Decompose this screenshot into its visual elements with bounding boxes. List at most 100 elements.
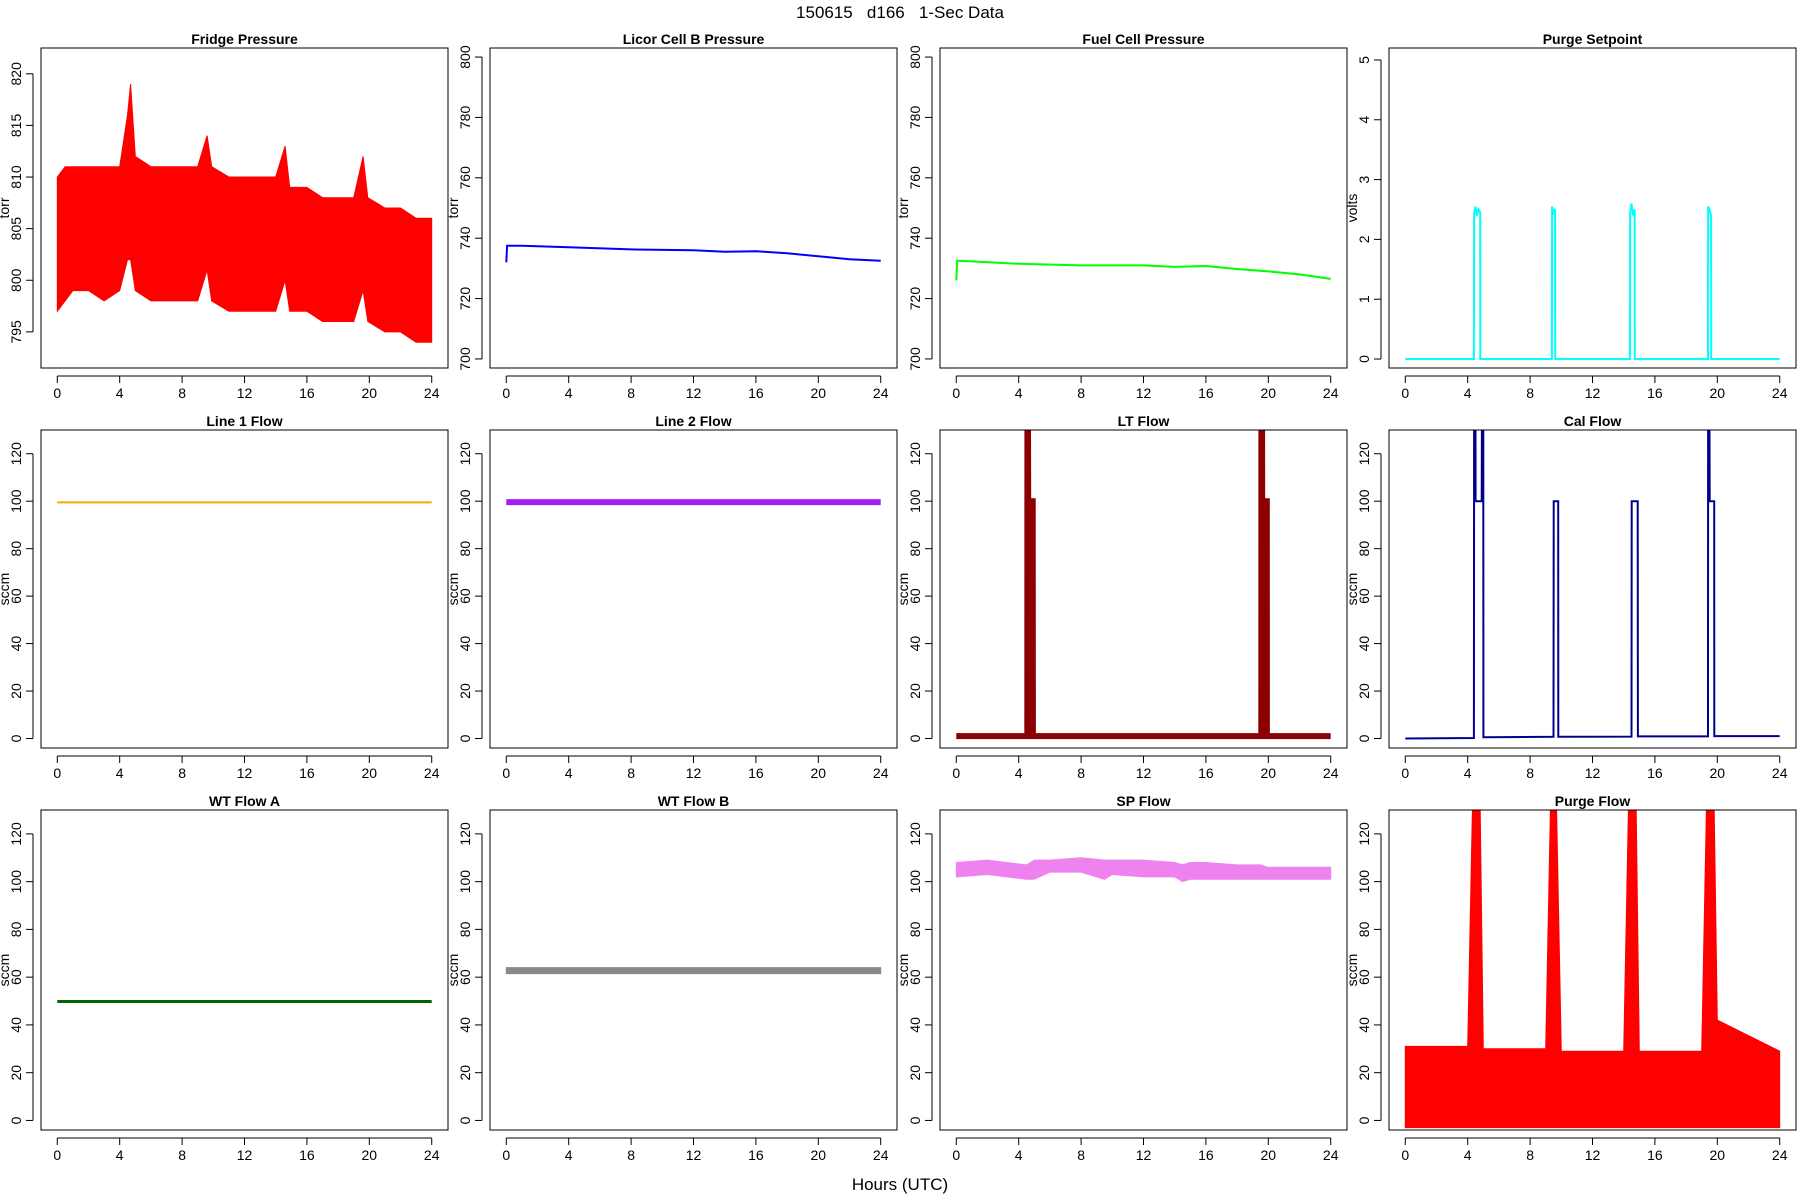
x-tick-label: 24	[424, 1147, 440, 1163]
figure-xlabel: Hours (UTC)	[852, 1175, 948, 1194]
x-tick-label: 12	[1585, 385, 1601, 401]
y-axis-label: volts	[1344, 194, 1360, 223]
x-tick-label: 4	[116, 765, 124, 781]
x-axis: 0 4 8 12 16 20 24	[53, 375, 440, 401]
x-tick-label: 0	[502, 385, 510, 401]
y-tick-label: 0	[1356, 1116, 1372, 1124]
y-tick-label: 40	[8, 1017, 24, 1033]
y-tick-label: 20	[457, 683, 473, 699]
y-tick-label: 820	[8, 62, 24, 86]
y-tick-label: 0	[8, 734, 24, 742]
y-axis-label: torr	[445, 197, 461, 218]
panel-title: LT Flow	[1118, 413, 1170, 429]
x-tick-label: 20	[362, 765, 378, 781]
x-tick-label: 12	[1136, 765, 1152, 781]
y-tick-label: 40	[1356, 1017, 1372, 1033]
x-tick-label: 4	[565, 765, 573, 781]
x-tick-label: 24	[873, 1147, 889, 1163]
panel-title: Purge Setpoint	[1543, 31, 1643, 47]
x-tick-label: 4	[1464, 765, 1472, 781]
plot-frame	[1388, 47, 1797, 369]
y-tick-label: 60	[1356, 588, 1372, 604]
y-tick-label: 0	[457, 734, 473, 742]
figure-title: 150615 d166 1-Sec Data	[796, 3, 1004, 22]
x-tick-label: 16	[299, 1147, 315, 1163]
y-tick-label: 780	[907, 106, 923, 130]
plot-frame	[40, 47, 449, 369]
y-tick-label: 100	[8, 489, 24, 513]
x-tick-label: 0	[952, 1147, 960, 1163]
y-tick-label: 740	[907, 226, 923, 250]
x-tick-label: 4	[565, 385, 573, 401]
x-tick-label: 20	[811, 1147, 827, 1163]
panel-title: SP Flow	[1116, 793, 1170, 809]
x-tick-label: 20	[362, 1147, 378, 1163]
y-axis-label: sccm	[1344, 573, 1360, 606]
y-axis: 0 20 40 60 80 100 120	[1356, 822, 1382, 1124]
x-tick-label: 16	[1198, 385, 1214, 401]
series-line	[1405, 203, 1780, 360]
panel-7: Cal Flow 0 4 8 12 16 20 24 0 20 40 60 80 100 120 sccm	[1344, 413, 1797, 781]
panel-title: WT Flow A	[209, 793, 280, 809]
x-tick-label: 20	[1710, 385, 1726, 401]
y-axis: 795 800 805 810 815 820	[8, 62, 34, 344]
y-tick-label: 40	[8, 636, 24, 652]
x-axis: 0 4 8 12 16 20 24	[53, 1137, 440, 1163]
series-group	[955, 259, 1331, 281]
x-tick-label: 0	[952, 385, 960, 401]
x-tick-label: 4	[116, 1147, 124, 1163]
panel-5: Line 2 Flow 0 4 8 12 16 20 24 0 20 40 60 80 100 120 scc…	[445, 413, 898, 781]
panel-0: Fridge Pressure 0 4 8 12 16 20 24 795 800 805 810 81…	[0, 31, 449, 401]
panel-title: Licor Cell B Pressure	[623, 31, 765, 47]
y-tick-label: 60	[1356, 969, 1372, 985]
y-axis-label: sccm	[445, 954, 461, 987]
y-tick-label: 760	[907, 166, 923, 190]
y-tick-label: 800	[457, 45, 473, 69]
y-tick-label: 60	[907, 969, 923, 985]
series-line	[1405, 430, 1780, 740]
y-tick-label: 120	[457, 822, 473, 846]
x-axis: 0 4 8 12 16 20 24	[502, 1137, 889, 1163]
x-tick-label: 8	[178, 385, 186, 401]
x-axis: 0 4 8 12 16 20 24	[502, 755, 889, 781]
x-tick-label: 0	[1401, 765, 1409, 781]
series-group	[955, 857, 1332, 883]
y-axis-label: sccm	[895, 573, 911, 606]
plot-frame	[1388, 429, 1797, 749]
x-tick-label: 24	[1772, 1147, 1788, 1163]
y-tick-label: 100	[1356, 489, 1372, 513]
x-tick-label: 12	[1585, 1147, 1601, 1163]
y-tick-label: 60	[907, 588, 923, 604]
x-tick-label: 24	[424, 765, 440, 781]
y-tick-label: 800	[907, 45, 923, 69]
x-tick-label: 16	[1198, 765, 1214, 781]
panel-9: WT Flow B 0 4 8 12 16 20 24 0 20 40 60 80 100 120 sccm	[445, 793, 898, 1163]
x-tick-label: 0	[952, 765, 960, 781]
x-tick-label: 12	[237, 765, 253, 781]
y-axis-label: sccm	[0, 573, 12, 606]
series-group	[1405, 430, 1780, 740]
y-tick-label: 120	[907, 442, 923, 466]
x-tick-label: 8	[1526, 1147, 1534, 1163]
x-tick-label: 12	[686, 765, 702, 781]
x-tick-label: 24	[1772, 385, 1788, 401]
x-axis: 0 4 8 12 16 20 24	[952, 1137, 1339, 1163]
plot-frame	[939, 47, 1348, 369]
y-tick-label: 60	[457, 588, 473, 604]
x-tick-label: 16	[299, 385, 315, 401]
y-axis-label: sccm	[0, 954, 12, 987]
y-tick-label: 0	[1356, 355, 1372, 363]
y-tick-label: 40	[457, 636, 473, 652]
y-tick-label: 120	[907, 822, 923, 846]
x-tick-label: 8	[1526, 385, 1534, 401]
x-tick-label: 8	[1077, 1147, 1085, 1163]
plot-frame	[40, 429, 449, 749]
y-tick-label: 20	[907, 1065, 923, 1081]
y-axis: 0 1 2 3 4 5	[1356, 56, 1382, 363]
y-axis: 0 20 40 60 80 100 120	[1356, 442, 1382, 742]
x-tick-label: 16	[748, 1147, 764, 1163]
y-tick-label: 20	[8, 1065, 24, 1081]
x-tick-label: 8	[1077, 385, 1085, 401]
x-tick-label: 20	[1261, 385, 1277, 401]
y-tick-label: 0	[907, 734, 923, 742]
